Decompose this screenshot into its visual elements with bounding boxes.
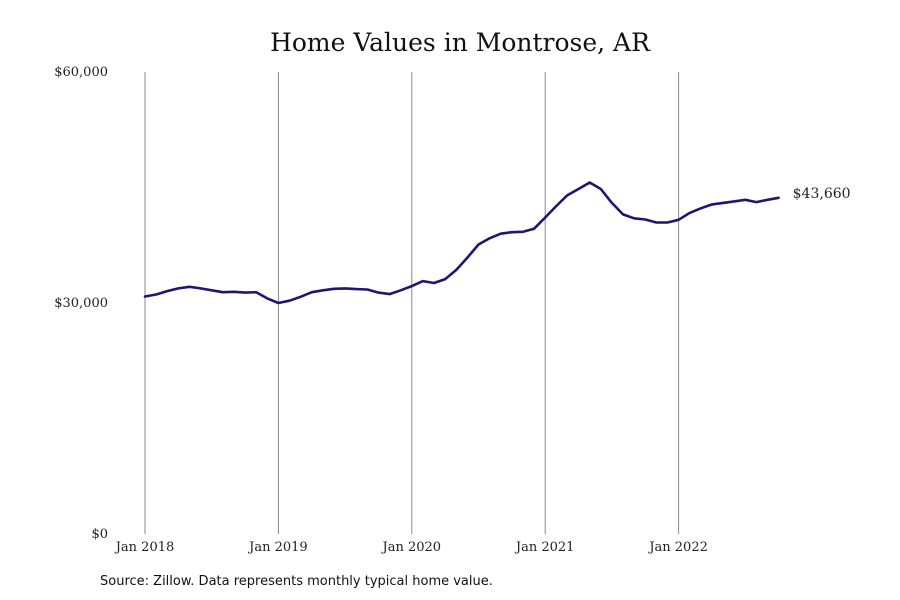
last-value-label: $43,660 (793, 186, 851, 202)
source-note: Source: Zillow. Data represents monthly … (100, 574, 493, 589)
y-tick-label: $0 (91, 527, 108, 542)
y-axis-ticks: $0 $30,000 $60,000 (54, 65, 108, 542)
vertical-gridlines (144, 72, 680, 534)
x-tick-label: Jan 2020 (381, 540, 442, 555)
x-tick-label: Jan 2018 (114, 540, 175, 555)
y-tick-label: $30,000 (54, 296, 108, 311)
series-group (143, 181, 780, 305)
home-value-line (143, 181, 780, 305)
x-tick-label: Jan 2019 (247, 540, 308, 555)
x-tick-label: Jan 2022 (647, 540, 708, 555)
y-tick-label: $60,000 (54, 65, 108, 80)
x-axis-ticks: Jan 2018 Jan 2019 Jan 2020 Jan 2021 Jan 2022 (114, 540, 708, 555)
chart-title: Home Values in Montrose, AR (270, 28, 651, 57)
x-tick-label: Jan 2021 (514, 540, 575, 555)
